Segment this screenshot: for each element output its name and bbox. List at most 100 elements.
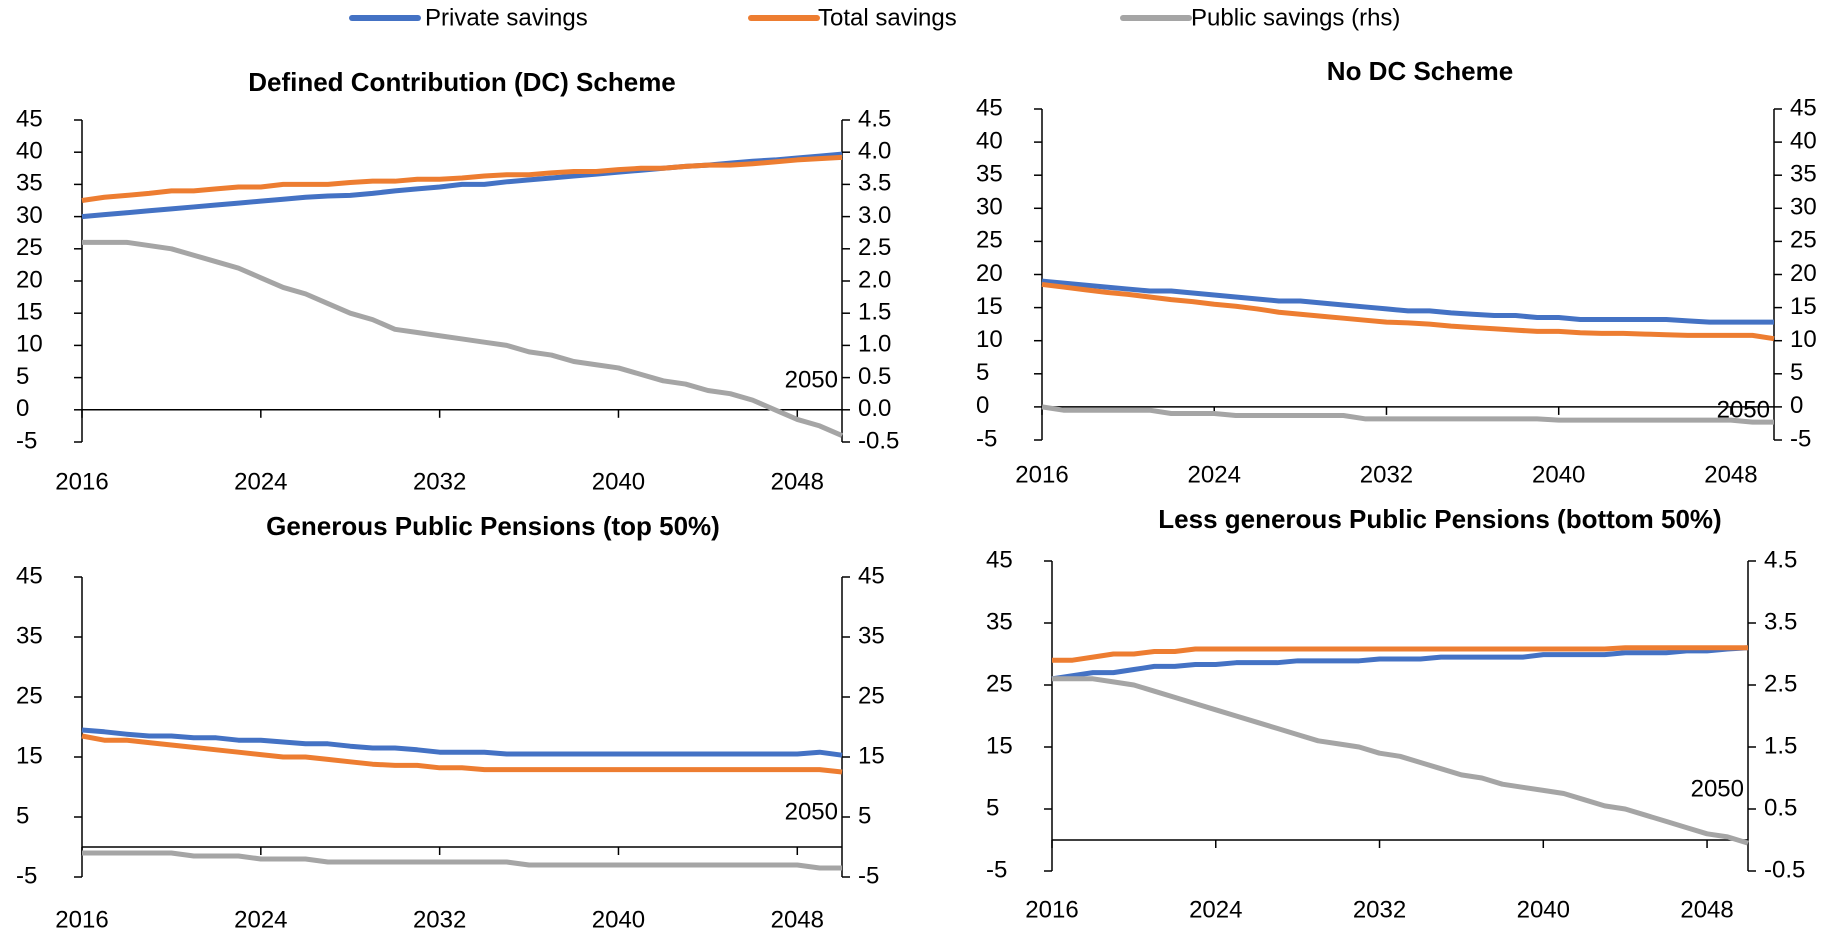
- y-tick-label: 15: [986, 732, 1013, 759]
- y-tick-label: 45: [986, 546, 1013, 573]
- y-tick-label: 15: [976, 293, 1003, 320]
- x-tick-label: 2040: [1517, 896, 1570, 923]
- chart-title: Less generous Public Pensions (bottom 50…: [1158, 504, 1721, 534]
- x-tick-label: 2032: [1360, 461, 1413, 488]
- x-tick-label: 2048: [771, 906, 824, 933]
- chart-title: Generous Public Pensions (top 50%): [266, 511, 720, 541]
- y-tick-label: 30: [16, 202, 43, 229]
- y-tick-label: 25: [16, 234, 43, 261]
- legend-label: Total savings: [818, 4, 957, 31]
- y2-tick-label: 3.5: [858, 170, 891, 197]
- y2-tick-label: -0.5: [1764, 856, 1805, 883]
- y2-tick-label: 10: [1790, 326, 1817, 353]
- y-tick-label: 45: [976, 94, 1003, 121]
- y-tick-label: 35: [16, 622, 43, 649]
- y-tick-label: -5: [16, 862, 37, 889]
- x-tick-label: 2016: [55, 468, 108, 495]
- series-line: [82, 850, 842, 871]
- y-tick-label: 40: [976, 127, 1003, 154]
- y-tick-label: 0: [976, 392, 989, 419]
- y-tick-label: 20: [16, 266, 43, 293]
- y-tick-label: 10: [976, 326, 1003, 353]
- y2-tick-label: 1.5: [858, 299, 891, 326]
- y2-tick-label: 2.5: [858, 234, 891, 261]
- x-tick-label: 2024: [1189, 896, 1242, 923]
- y2-tick-label: 35: [1790, 161, 1817, 188]
- series-line: [81, 727, 843, 758]
- x-tick-label: 2040: [1532, 461, 1585, 488]
- series-line: [1041, 281, 1775, 342]
- x-tick-label: 2032: [413, 906, 466, 933]
- y-tick-label: 35: [976, 161, 1003, 188]
- y2-tick-label: 4.5: [1764, 546, 1797, 573]
- y2-tick-label: 45: [858, 562, 885, 589]
- x-tick-label: 2048: [1704, 461, 1757, 488]
- x-tick-label: 2032: [1353, 896, 1406, 923]
- y2-tick-label: 0.5: [1764, 794, 1797, 821]
- y2-tick-label: 15: [1790, 293, 1817, 320]
- y-tick-label: 5: [16, 363, 29, 390]
- x-tick-label: 2040: [592, 468, 645, 495]
- series-line: [1041, 404, 1774, 425]
- x-tick-label: 2032: [413, 468, 466, 495]
- y-tick-label: 35: [986, 608, 1013, 635]
- y-tick-label: 0: [16, 395, 29, 422]
- y2-tick-label: 3.0: [858, 202, 891, 229]
- y-tick-label: 15: [16, 742, 43, 769]
- y-tick-label: 25: [16, 682, 43, 709]
- series-line: [81, 154, 843, 203]
- y2-tick-label: 0.5: [858, 363, 891, 390]
- y-tick-label: 10: [16, 331, 43, 358]
- series-line: [1051, 645, 1749, 682]
- y-tick-label: 35: [16, 170, 43, 197]
- y-tick-label: 25: [976, 227, 1003, 254]
- y2-tick-label: 0.0: [858, 395, 891, 422]
- y-tick-label: 20: [976, 260, 1003, 287]
- y2-tick-label: 40: [1790, 127, 1817, 154]
- series-line: [81, 733, 843, 775]
- y2-tick-label: 15: [858, 742, 885, 769]
- y-tick-label: 25: [986, 670, 1013, 697]
- legend-label: Private savings: [425, 4, 588, 31]
- y2-tick-label: 2.5: [1764, 670, 1797, 697]
- y2-tick-label: 0: [1790, 392, 1803, 419]
- series-line: [82, 239, 843, 438]
- y2-tick-label: 30: [1790, 194, 1817, 221]
- annotation: 2050: [1717, 396, 1770, 423]
- chart-title: No DC Scheme: [1327, 56, 1513, 86]
- y2-tick-label: -5: [858, 862, 879, 889]
- annotation: 2050: [785, 798, 838, 825]
- y2-tick-label: 5: [858, 802, 871, 829]
- x-tick-label: 2024: [1188, 461, 1241, 488]
- annotation: 2050: [785, 366, 838, 393]
- y-tick-label: -5: [986, 856, 1007, 883]
- y2-tick-label: 5: [1790, 359, 1803, 386]
- x-tick-label: 2048: [1680, 896, 1733, 923]
- y2-tick-label: 2.0: [858, 266, 891, 293]
- y-tick-label: 40: [16, 138, 43, 165]
- y-tick-label: -5: [16, 427, 37, 454]
- y-tick-label: 30: [976, 194, 1003, 221]
- y2-tick-label: 1.5: [1764, 732, 1797, 759]
- annotation: 2050: [1691, 775, 1744, 802]
- x-tick-label: 2048: [771, 468, 824, 495]
- x-tick-label: 2016: [55, 906, 108, 933]
- y-tick-label: 45: [16, 562, 43, 589]
- y-tick-label: -5: [976, 425, 997, 452]
- y2-tick-label: 45: [1790, 94, 1817, 121]
- y-tick-label: 45: [16, 105, 43, 132]
- y2-tick-label: -0.5: [858, 427, 899, 454]
- x-tick-label: 2016: [1025, 896, 1078, 923]
- y2-tick-label: 25: [858, 682, 885, 709]
- x-tick-label: 2024: [234, 468, 287, 495]
- y-tick-label: 5: [976, 359, 989, 386]
- legend-label: Public savings (rhs): [1191, 4, 1400, 31]
- y2-tick-label: 20: [1790, 260, 1817, 287]
- series-line: [1052, 676, 1749, 846]
- y-tick-label: 15: [16, 299, 43, 326]
- y2-tick-label: 4.5: [858, 105, 891, 132]
- y2-tick-label: -5: [1790, 425, 1811, 452]
- y2-tick-label: 3.5: [1764, 608, 1797, 635]
- series-line: [1041, 278, 1774, 325]
